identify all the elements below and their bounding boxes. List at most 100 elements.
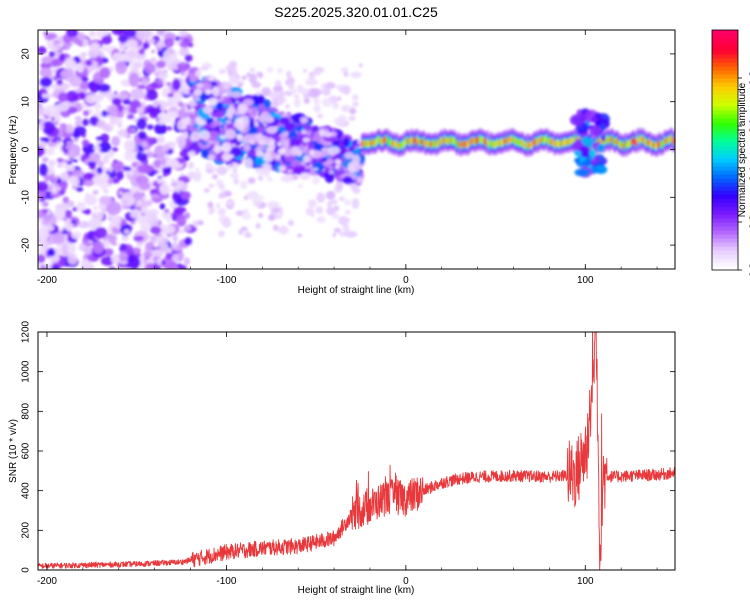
heatmap-cell [398,143,401,150]
heatmap-cell [615,137,617,145]
heatmap-cell [183,225,192,231]
heatmap-cell [344,151,354,160]
heatmap-cell [341,105,347,112]
heatmap-cell [133,61,143,69]
heatmap-cell [226,200,233,206]
heatmap-cell [387,139,390,147]
heatmap-cell [237,83,243,88]
heatmap-cell [233,177,239,185]
heatmap-cell [277,212,282,217]
heatmap-cell [332,232,337,238]
heatmap-cell [161,144,170,152]
heatmap-cell [470,137,473,145]
heatmap-cell [125,246,135,256]
heatmap-cell [337,96,342,101]
heatmap-cell [95,210,104,221]
heatmap-cell [41,93,46,99]
heatmap-cell [399,141,402,149]
heatmap-cell [175,180,185,187]
heatmap-cell [38,254,46,263]
heatmap-cell [569,137,572,145]
heatmap-cell [56,79,63,86]
heatmap-cell [490,138,492,146]
heatmap-cell [412,137,415,144]
colorbar-band [712,58,738,63]
colorbar-band [712,30,738,35]
heatmap-cell [657,140,659,148]
heatmap-cell [139,216,148,223]
colorbar-band [712,254,738,259]
heatmap-cell [156,135,166,144]
heatmap-cell [650,142,653,149]
heatmap-cell [120,194,136,207]
heatmap-cell [156,30,165,36]
heatmap-cell [215,102,224,109]
heatmap-cell [627,140,630,148]
heatmap-cell [414,136,417,143]
heatmap-cell [378,135,380,143]
heatmap-cell [100,133,110,144]
heatmap-cell [345,210,351,215]
heatmap-cell [632,137,634,145]
heatmap-cell [597,138,600,145]
heatmap-cell [266,177,273,182]
heatmap-cell [660,141,662,149]
heatmap-cell [332,102,339,110]
heatmap-cell [273,224,279,232]
heatmap-cell [522,140,525,147]
heatmap-cell [463,140,465,148]
heatmap-cell [136,84,147,90]
heatmap-cell [111,160,124,171]
heatmap-cell [658,141,660,149]
heatmap-cell [65,90,79,103]
colorbar-band [712,118,738,123]
heatmap-cell [112,52,126,61]
heatmap-cell [575,135,577,143]
heatmap-cell [484,138,487,145]
heatmap-x-ticks: -200 -100 0 100 [37,30,658,286]
heatmap-cell [551,138,554,146]
heatmap-cell [532,140,534,147]
heatmap-cell [80,76,89,82]
colorbar-band [712,82,738,87]
heatmap-cell [105,115,112,119]
heatmap-cell [396,140,399,148]
heatmap-cell [369,140,372,148]
heatmap-cell [561,139,563,147]
heatmap-cell [143,62,156,74]
colorbar-band [712,66,738,71]
heatmap-cell [68,163,75,172]
heatmap-cell [102,248,114,257]
heatmap-cell [349,108,357,115]
heatmap-cell [347,165,356,173]
heatmap-cell [76,64,85,73]
heatmap-cell [155,60,166,69]
heatmap-cell [544,136,546,144]
colorbar-band [712,234,738,239]
heatmap-cell [621,143,624,150]
heatmap-cell [300,160,306,166]
heatmap-cell [122,99,132,105]
colorbar-band [712,154,738,159]
heatmap-cell [559,141,561,149]
heatmap-cell [38,191,47,198]
heatmap-cell [448,137,450,145]
heatmap-cell [644,136,646,144]
heatmap-cell [57,102,70,112]
heatmap-cell [251,93,266,106]
colorbar: 0.0 0.2 0.4 0.6 0.8 Normalized spectral ampl… [711,29,750,277]
heatmap-cell [600,135,606,141]
heatmap-cell [178,30,188,37]
heatmap-cell [137,131,147,140]
heatmap-cell [91,212,97,219]
heatmap-cell [246,192,252,199]
heatmap-cell [496,139,499,147]
heatmap-cell [169,110,175,118]
y-tick-label: 20 [21,48,32,60]
heatmap-cell [201,151,210,159]
heatmap-cell [107,166,113,173]
snr-x-axis-label: Height of straight line (km) [298,585,415,596]
heatmap-cell [87,48,99,59]
heatmap-cell [404,140,406,148]
heatmap-cell [356,176,364,184]
